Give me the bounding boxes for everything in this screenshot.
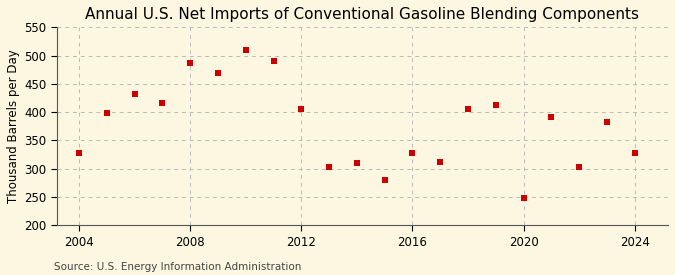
Point — [435, 160, 446, 164]
Point — [74, 151, 84, 155]
Point — [407, 151, 418, 155]
Y-axis label: Thousand Barrels per Day: Thousand Barrels per Day — [7, 50, 20, 203]
Point — [324, 165, 335, 169]
Point — [462, 107, 473, 112]
Point — [296, 107, 306, 112]
Point — [129, 91, 140, 96]
Point — [240, 48, 251, 53]
Point — [268, 59, 279, 64]
Point — [352, 161, 362, 165]
Point — [101, 111, 112, 115]
Point — [213, 71, 223, 75]
Text: Source: U.S. Energy Information Administration: Source: U.S. Energy Information Administ… — [54, 262, 301, 272]
Point — [185, 61, 196, 65]
Point — [546, 115, 557, 119]
Title: Annual U.S. Net Imports of Conventional Gasoline Blending Components: Annual U.S. Net Imports of Conventional … — [86, 7, 639, 22]
Point — [379, 177, 390, 182]
Point — [601, 120, 612, 125]
Point — [629, 151, 640, 155]
Point — [574, 164, 585, 169]
Point — [518, 196, 529, 200]
Point — [157, 101, 168, 105]
Point — [490, 103, 501, 107]
